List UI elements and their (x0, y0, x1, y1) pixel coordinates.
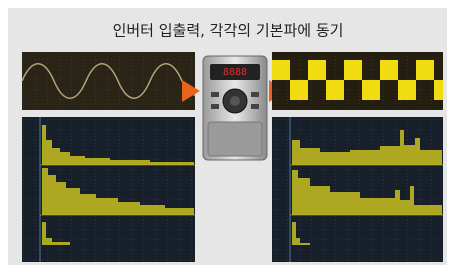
inverter-device: 8888 (203, 56, 267, 160)
input-spectrum-panel (22, 117, 195, 262)
svg-text:8888: 8888 (223, 67, 247, 78)
figure: 인버터 입출력, 각각의 기본파에 동기 8888 (0, 0, 455, 273)
output-waveform-panel (272, 52, 443, 110)
title: 인버터 입출력, 각각의 기본파에 동기 (113, 22, 344, 40)
input-waveform-panel (22, 52, 195, 110)
output-spectrum-panel (272, 117, 443, 262)
